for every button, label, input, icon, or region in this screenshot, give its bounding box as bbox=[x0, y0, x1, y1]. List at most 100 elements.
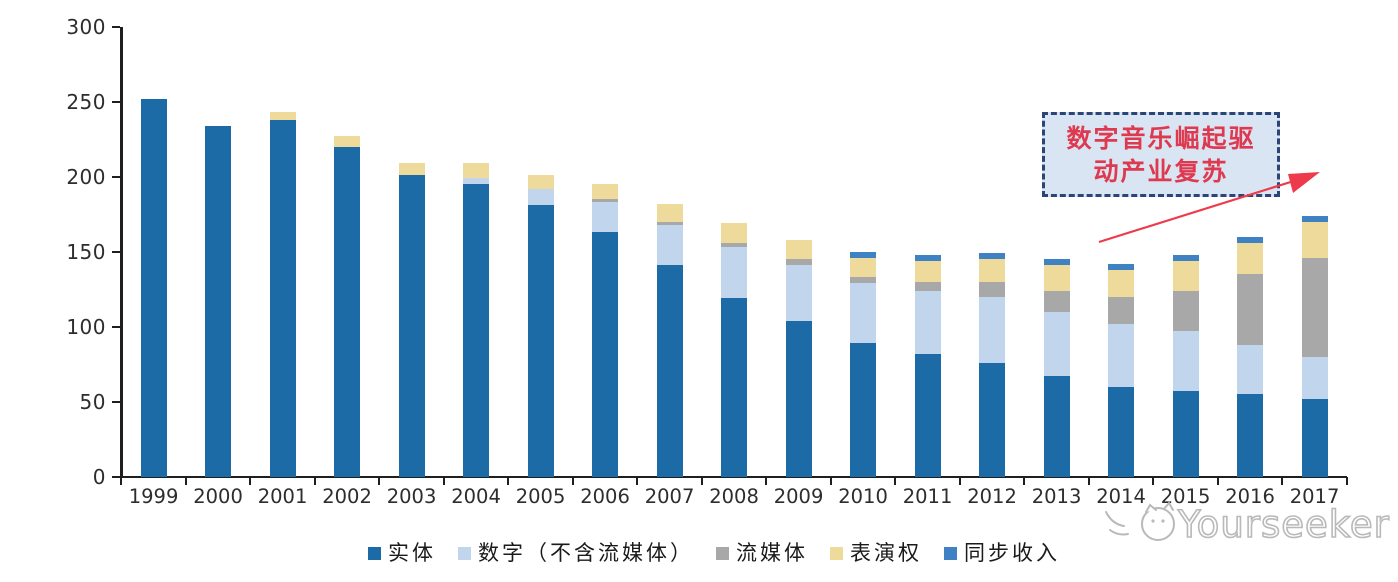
bar-segment-2016 bbox=[1237, 344, 1264, 394]
bar-segment-2017 bbox=[1301, 398, 1328, 477]
x-tick bbox=[1087, 477, 1090, 485]
y-tick bbox=[112, 475, 121, 478]
bar-segment-2009 bbox=[785, 265, 812, 321]
bar-segment-2005 bbox=[527, 188, 554, 205]
x-tick-label-2010: 2010 bbox=[838, 485, 888, 508]
watermark-text: Yourseeker bbox=[1177, 503, 1390, 546]
x-tick bbox=[1281, 477, 1284, 485]
x-tick bbox=[700, 477, 703, 485]
x-tick-label-2015: 2015 bbox=[1160, 485, 1211, 508]
x-tick-label-2009: 2009 bbox=[773, 485, 824, 508]
x-tick-label-2004: 2004 bbox=[451, 485, 501, 508]
bar-segment-2008 bbox=[721, 298, 748, 477]
bar-segment-2004 bbox=[463, 178, 490, 184]
bar-segment-2011 bbox=[914, 254, 941, 261]
x-tick-label-2006: 2006 bbox=[580, 485, 630, 508]
bar-segment-2000 bbox=[205, 125, 232, 477]
legend-swatch-icon bbox=[716, 546, 729, 560]
x-tick-label-2000: 2000 bbox=[193, 485, 243, 508]
bar-segment-2017 bbox=[1301, 221, 1328, 258]
y-axis-line bbox=[120, 27, 123, 478]
y-tick bbox=[112, 250, 121, 253]
x-tick bbox=[1152, 477, 1155, 485]
bar-segment-2012 bbox=[979, 253, 1006, 259]
bar-segment-2006 bbox=[592, 232, 619, 477]
x-tick-label-2001: 2001 bbox=[257, 485, 308, 508]
bar-segment-2017 bbox=[1301, 215, 1328, 222]
x-tick-label-2017: 2017 bbox=[1289, 485, 1340, 508]
bar-segment-2013 bbox=[1043, 376, 1070, 477]
x-tick-label-2005: 2005 bbox=[515, 485, 566, 508]
bar-segment-2006 bbox=[592, 202, 619, 232]
bar-segment-2010 bbox=[850, 257, 877, 277]
bar-segment-2014 bbox=[1108, 263, 1135, 270]
bar-segment-2007 bbox=[656, 221, 683, 225]
y-tick-label: 50 bbox=[79, 389, 106, 414]
bar-segment-2010 bbox=[850, 283, 877, 343]
y-tick-label: 0 bbox=[92, 464, 106, 489]
bar-segment-2015 bbox=[1172, 391, 1199, 477]
x-tick-label-2011: 2011 bbox=[902, 485, 953, 508]
bar-segment-2013 bbox=[1043, 311, 1070, 376]
bar-segment-2014 bbox=[1108, 323, 1135, 387]
legend-item: 表演权 bbox=[830, 541, 922, 565]
bar-segment-2011 bbox=[914, 281, 941, 291]
x-tick bbox=[1216, 477, 1219, 485]
legend-label: 实体 bbox=[388, 541, 436, 565]
y-tick bbox=[112, 100, 121, 103]
x-tick-label-2016: 2016 bbox=[1225, 485, 1275, 508]
y-tick-label: 150 bbox=[66, 239, 106, 264]
x-tick bbox=[378, 477, 381, 485]
legend-label: 流媒体 bbox=[736, 541, 808, 565]
legend-label: 数字（不含流媒体） bbox=[478, 541, 694, 565]
x-tick bbox=[507, 477, 510, 485]
x-tick-label-2007: 2007 bbox=[644, 485, 695, 508]
bar-segment-2014 bbox=[1108, 386, 1135, 477]
legend-item: 实体 bbox=[368, 541, 436, 565]
bar-segment-2011 bbox=[914, 353, 941, 477]
bar-segment-2006 bbox=[592, 184, 619, 199]
bar-segment-2013 bbox=[1043, 259, 1070, 265]
x-tick bbox=[184, 477, 187, 485]
annotation-callout: 数字音乐崛起驱 动产业复苏 bbox=[1042, 112, 1280, 197]
y-tick bbox=[112, 325, 121, 328]
bar-segment-2005 bbox=[527, 205, 554, 477]
y-tick bbox=[112, 25, 121, 28]
bar-segment-2012 bbox=[979, 259, 1006, 282]
bar-segment-2016 bbox=[1237, 394, 1264, 477]
annotation-text-line2: 动产业复苏 bbox=[1093, 156, 1229, 186]
bar-segment-2014 bbox=[1108, 269, 1135, 297]
bar-segment-2002 bbox=[334, 136, 361, 147]
bar-segment-2017 bbox=[1301, 356, 1328, 399]
x-tick bbox=[765, 477, 768, 485]
x-tick bbox=[1023, 477, 1026, 485]
legend-swatch-icon bbox=[458, 546, 471, 560]
bar-segment-2015 bbox=[1172, 254, 1199, 261]
y-tick-label: 250 bbox=[66, 89, 106, 114]
y-tick-label: 200 bbox=[66, 164, 106, 189]
bar-segment-2013 bbox=[1043, 290, 1070, 312]
y-tick-label: 300 bbox=[66, 14, 106, 39]
x-tick bbox=[636, 477, 639, 485]
x-tick-label-2003: 2003 bbox=[386, 485, 437, 508]
bar-segment-2010 bbox=[850, 343, 877, 477]
y-tick bbox=[112, 175, 121, 178]
legend-item: 流媒体 bbox=[716, 541, 808, 565]
bar-segment-2007 bbox=[656, 224, 683, 265]
x-tick bbox=[249, 477, 252, 485]
x-tick bbox=[894, 477, 897, 485]
bar-segment-2016 bbox=[1237, 274, 1264, 345]
bar-segment-2013 bbox=[1043, 265, 1070, 291]
bar-segment-2012 bbox=[979, 281, 1006, 297]
bar-segment-2008 bbox=[721, 247, 748, 298]
y-tick-label: 100 bbox=[66, 314, 106, 339]
bar-segment-2007 bbox=[656, 265, 683, 477]
x-tick bbox=[442, 477, 445, 485]
x-tick bbox=[571, 477, 574, 485]
legend-item: 数字（不含流媒体） bbox=[458, 541, 694, 565]
bar-segment-2008 bbox=[721, 223, 748, 243]
bar-segment-2009 bbox=[785, 259, 812, 265]
bar-segment-2001 bbox=[269, 112, 296, 120]
y-tick bbox=[112, 400, 121, 403]
